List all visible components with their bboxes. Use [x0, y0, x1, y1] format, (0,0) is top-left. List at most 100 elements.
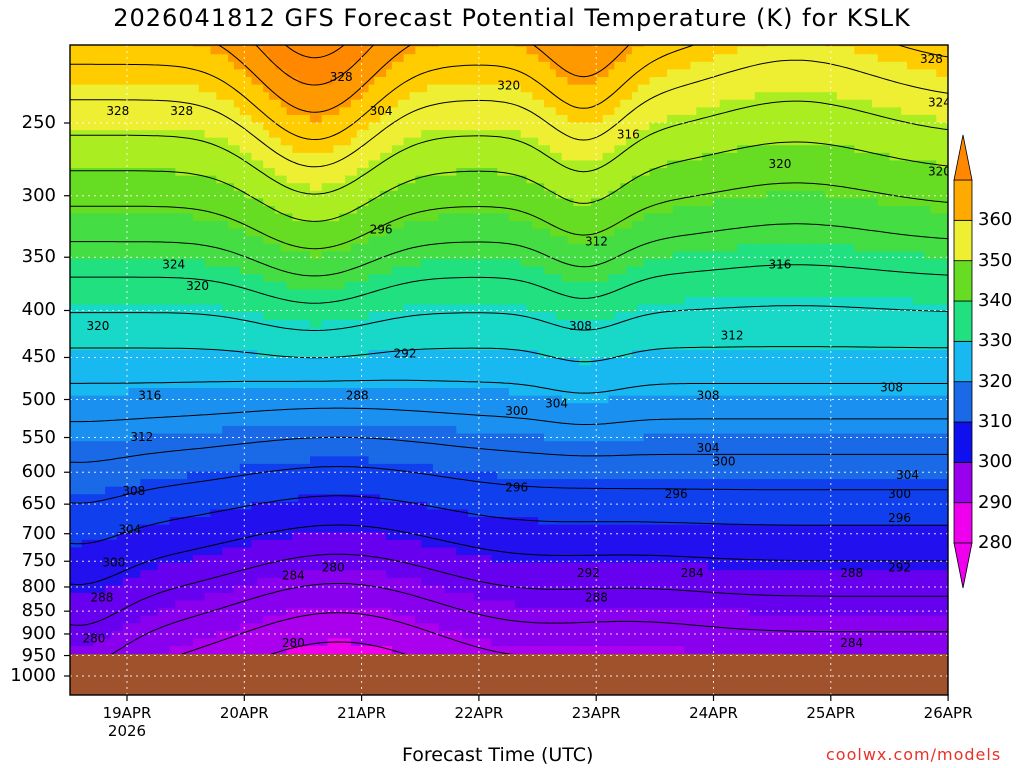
heatmap-cell [116, 152, 124, 162]
heatmap-cell [128, 410, 135, 420]
heatmap-cell [263, 205, 270, 215]
heatmap-cell [204, 289, 212, 298]
heatmap-cell [222, 403, 229, 412]
heatmap-cell [140, 494, 147, 503]
heatmap-cell [274, 243, 282, 253]
heatmap-cell [362, 638, 370, 647]
heatmap-cell [116, 228, 124, 237]
heatmap-cell [198, 251, 206, 260]
heatmap-cell [222, 289, 229, 298]
heatmap-cell [151, 456, 159, 465]
heatmap-cell [75, 54, 83, 63]
heatmap-cell [257, 517, 264, 526]
heatmap-cell [350, 448, 358, 457]
heatmap-cell [163, 615, 171, 624]
heatmap-cell [151, 547, 159, 556]
heatmap-cell [298, 122, 305, 131]
heatmap-cell [239, 501, 247, 511]
heatmap-cell [228, 623, 235, 632]
heatmap-cell [309, 592, 317, 602]
heatmap-cell [280, 198, 288, 207]
heatmap-cell [309, 372, 317, 382]
heatmap-cell [333, 259, 340, 268]
heatmap-cell [122, 471, 130, 480]
heatmap-cell [345, 342, 352, 351]
heatmap-cell [257, 46, 264, 55]
heatmap-cell [157, 46, 165, 55]
heatmap-cell [298, 114, 305, 124]
heatmap-cell [263, 281, 270, 291]
heatmap-cell [116, 312, 124, 321]
heatmap-cell [339, 266, 346, 275]
heatmap-cell [286, 623, 294, 632]
heatmap-cell [315, 562, 323, 571]
heatmap-cell [251, 615, 258, 624]
heatmap-cell [187, 532, 194, 541]
heatmap-cell [75, 486, 83, 495]
heatmap-cell [263, 608, 270, 617]
heatmap-cell [210, 122, 217, 131]
heatmap-cell [93, 45, 100, 48]
heatmap-cell [286, 61, 294, 71]
heatmap-cell [210, 410, 217, 420]
heatmap-cell [386, 403, 393, 412]
heatmap-cell [192, 342, 200, 351]
heatmap-cell [199, 24, 205, 32]
heatmap-cell [292, 304, 299, 313]
heatmap-cell [163, 608, 171, 617]
heatmap-cell [134, 365, 141, 374]
heatmap-cell [315, 205, 323, 215]
heatmap-cell [350, 372, 358, 382]
heatmap-cell [163, 213, 171, 222]
heatmap-cell [304, 501, 311, 511]
heatmap-cell [216, 585, 223, 594]
heatmap-cell [151, 45, 159, 48]
heatmap-cell [362, 623, 370, 632]
heatmap-cell [87, 160, 95, 169]
heatmap-cell [304, 403, 311, 412]
heatmap-cell [228, 554, 235, 564]
heatmap-cell [128, 471, 135, 480]
heatmap-cell [298, 259, 305, 268]
heatmap-cell [128, 76, 135, 86]
heatmap-cell [140, 76, 147, 86]
heatmap-cell [263, 69, 270, 78]
heatmap-cell [239, 54, 247, 63]
heatmap-cell [122, 281, 130, 291]
heatmap-cell [327, 45, 334, 48]
heatmap-cell [163, 372, 171, 382]
heatmap-cell [333, 145, 340, 154]
heatmap-cell [386, 190, 393, 199]
heatmap-cell [122, 547, 130, 556]
heatmap-cell [210, 448, 217, 457]
heatmap-cell [380, 31, 386, 39]
heatmap-cell [345, 145, 352, 154]
heatmap-cell [81, 198, 89, 207]
heatmap-cell [292, 570, 299, 579]
heatmap-cell [228, 122, 235, 131]
heatmap-cell [82, 24, 88, 32]
heatmap-cell [216, 297, 223, 306]
heatmap-cell [210, 137, 217, 146]
heatmap-cell [198, 228, 206, 237]
heatmap-cell [374, 266, 381, 275]
heatmap-cell [350, 380, 358, 389]
heatmap-cell [216, 562, 223, 571]
heatmap-cell [175, 456, 182, 465]
heatmap-cell [345, 441, 352, 450]
heatmap-cell [251, 69, 258, 78]
heatmap-cell [198, 638, 206, 647]
heatmap-cell [286, 107, 294, 116]
heatmap-cell [169, 403, 176, 412]
heatmap-cell [216, 441, 223, 450]
heatmap-cell [70, 372, 77, 382]
heatmap-cell [146, 501, 153, 511]
heatmap-cell [292, 297, 299, 306]
heatmap-cell [70, 130, 77, 139]
heatmap-cell [75, 357, 83, 366]
heatmap-cell [339, 251, 346, 260]
heatmap-cell [257, 205, 264, 215]
heatmap-cell [309, 608, 317, 617]
heatmap-cell [87, 327, 95, 336]
heatmap-cell [187, 463, 194, 473]
